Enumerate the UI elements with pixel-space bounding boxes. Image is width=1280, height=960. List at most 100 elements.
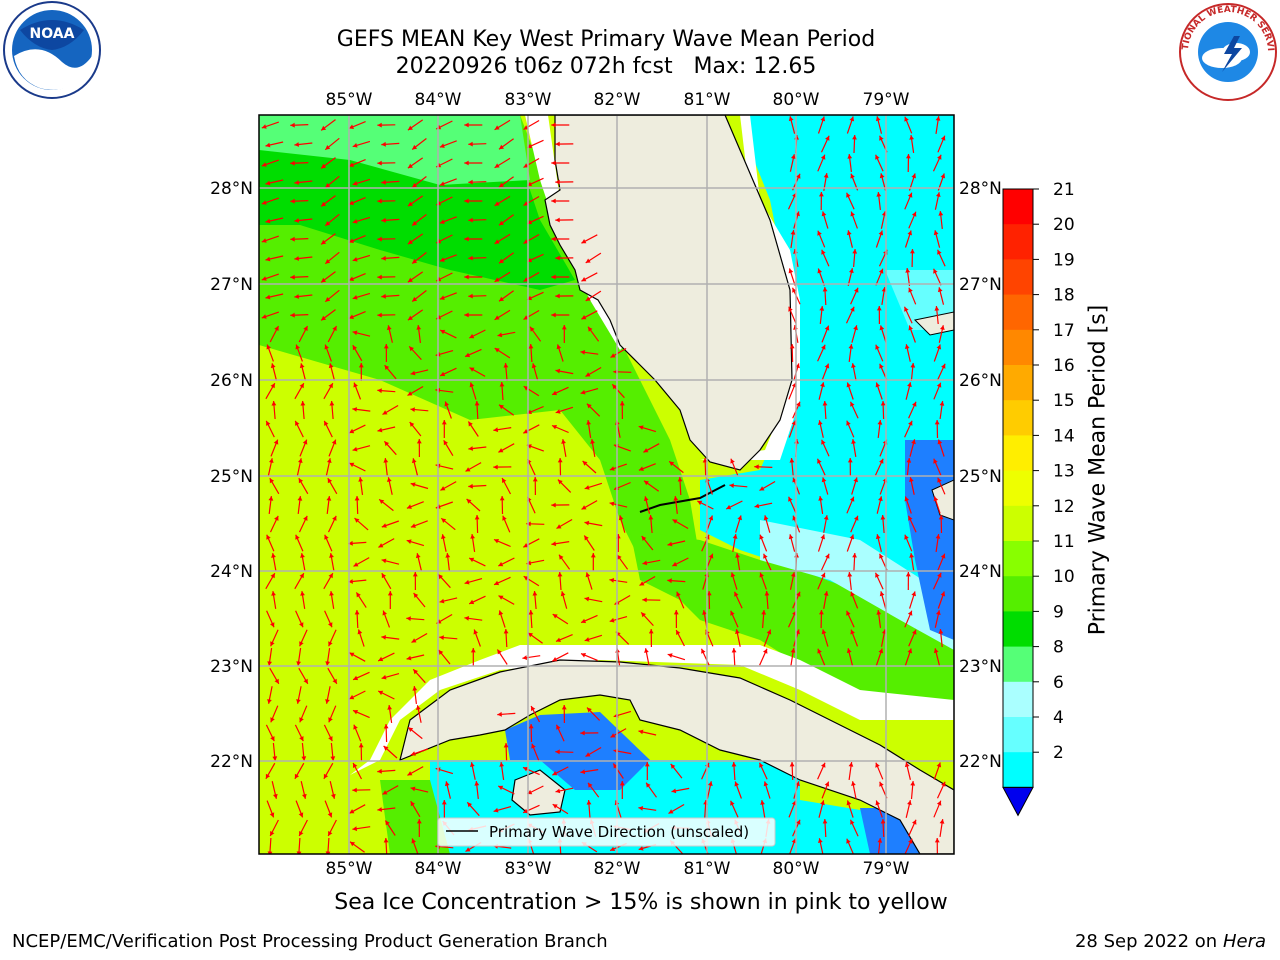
- wave-arrow-head: [586, 403, 592, 409]
- wave-arrow-head: [270, 573, 275, 579]
- wave-arrow-head: [907, 192, 913, 198]
- wave-arrow-head: [819, 610, 824, 615]
- wave-arrow-head: [909, 477, 914, 482]
- colorbar-tick-label: 2: [1053, 743, 1064, 763]
- wave-arrow-head: [584, 535, 589, 541]
- wave-arrow-head: [502, 478, 507, 483]
- wave-arrow-head: [617, 554, 622, 560]
- wave-arrow-head: [590, 439, 595, 444]
- wave-arrow-head: [321, 315, 327, 321]
- wave-arrow-head: [638, 729, 644, 735]
- wave-arrow-head: [377, 198, 382, 204]
- wave-arrow-head: [387, 591, 393, 596]
- wave-arrow-head: [734, 781, 739, 787]
- wave-period-field-11-keys: [630, 530, 954, 700]
- wave-arrow-head: [851, 781, 856, 786]
- wave-arrow-head: [788, 496, 793, 502]
- wave-arrow-head: [494, 580, 500, 586]
- wave-arrow-head: [502, 515, 507, 521]
- wave-arrow-head: [819, 306, 825, 311]
- lon-label-top: 84°W: [415, 90, 462, 110]
- wave-arrow-head: [792, 515, 797, 521]
- wave-arrow-head: [269, 812, 275, 818]
- wave-arrow-head: [352, 407, 357, 412]
- wave-arrow-head: [407, 125, 413, 131]
- wave-arrow-head: [325, 145, 331, 150]
- wave-arrow-head: [377, 807, 382, 812]
- wave-arrow-head: [270, 622, 275, 628]
- wave-arrow-head: [353, 710, 358, 715]
- wave-arrow-head: [358, 743, 364, 748]
- wave-arrow-head: [274, 678, 279, 684]
- wave-arrow-head: [349, 694, 355, 700]
- wave-arrow-head: [382, 410, 388, 415]
- wave-arrow-head: [299, 622, 304, 628]
- florida-keys: [639, 484, 726, 513]
- wave-arrow-head: [638, 846, 644, 851]
- wave-arrow-head: [325, 661, 330, 666]
- wave-arrow-head: [349, 276, 354, 281]
- lon-label-bottom: 82°W: [594, 859, 641, 879]
- wave-arrow-head: [352, 181, 358, 186]
- wave-arrow-head: [875, 382, 881, 388]
- wave-arrow-head: [789, 344, 795, 349]
- wave-arrow-head: [468, 483, 473, 489]
- wave-arrow-head: [933, 458, 938, 464]
- wave-arrow-head: [846, 382, 852, 388]
- wave-arrow-head: [440, 486, 446, 491]
- wave-arrow-head: [325, 183, 331, 188]
- lat-label-left: 24°N: [210, 562, 253, 582]
- wave-arrow-head: [349, 124, 354, 129]
- wave-arrow-head: [299, 363, 305, 369]
- title-line-1: GEFS MEAN Key West Primary Wave Mean Per…: [336, 27, 876, 52]
- wave-arrow-head: [609, 501, 615, 507]
- wave-arrow-head: [555, 255, 560, 261]
- wave-arrow-head: [788, 306, 793, 312]
- wave-arrow-head: [582, 461, 588, 466]
- wave-arrow-head: [532, 477, 538, 482]
- lon-label-top: 85°W: [326, 90, 373, 110]
- wave-arrow-head: [912, 401, 917, 407]
- wave-arrow-head: [935, 116, 941, 121]
- wave-arrow-head: [879, 363, 884, 369]
- wave-arrow-head: [875, 344, 880, 350]
- wave-arrow-head: [846, 420, 851, 426]
- wave-arrow-head: [498, 785, 504, 791]
- wave-arrow-head: [296, 699, 301, 704]
- wave-arrow-head: [791, 154, 796, 159]
- wave-arrow-head: [503, 363, 509, 368]
- wave-arrow-head: [619, 781, 625, 786]
- wave-arrow-head: [788, 534, 794, 540]
- wave-period-field-6: [700, 115, 954, 650]
- wave-arrow-head: [377, 160, 382, 166]
- wave-arrow-head: [378, 543, 384, 548]
- wave-arrow-head: [377, 274, 382, 280]
- wave-arrow-head: [383, 838, 389, 843]
- wave-arrow-head: [581, 239, 587, 244]
- wave-arrow-head: [269, 478, 275, 484]
- wave-arrow-head: [381, 217, 386, 223]
- wave-arrow-head: [761, 610, 767, 615]
- wave-arrow-head: [796, 173, 801, 179]
- wave-arrow-head: [381, 635, 386, 640]
- wave-arrow-head: [730, 458, 735, 464]
- wave-arrow-head: [444, 781, 450, 787]
- wave-arrow-head: [551, 502, 556, 508]
- wave-arrow-head: [441, 534, 446, 539]
- wave-arrow-head: [464, 160, 469, 166]
- wave-arrow-head: [613, 763, 618, 769]
- wave-arrow-head: [353, 724, 358, 730]
- wave-arrow-head: [499, 404, 504, 410]
- wave-arrow-head: [817, 230, 822, 236]
- wave-arrow-head: [271, 591, 276, 596]
- wave-arrow-head: [493, 427, 499, 433]
- wave-arrow-head: [821, 762, 826, 768]
- lat-label-right: 27°N: [959, 275, 1002, 295]
- wave-arrow-head: [851, 363, 856, 368]
- colorbar-label: Primary Wave Mean Period [s]: [1085, 304, 1111, 636]
- wave-arrow-head: [904, 116, 909, 122]
- wave-arrow-head: [464, 122, 469, 128]
- wave-arrow-head: [876, 306, 882, 311]
- wave-arrow-head: [469, 333, 475, 339]
- wave-arrow-head: [412, 220, 418, 226]
